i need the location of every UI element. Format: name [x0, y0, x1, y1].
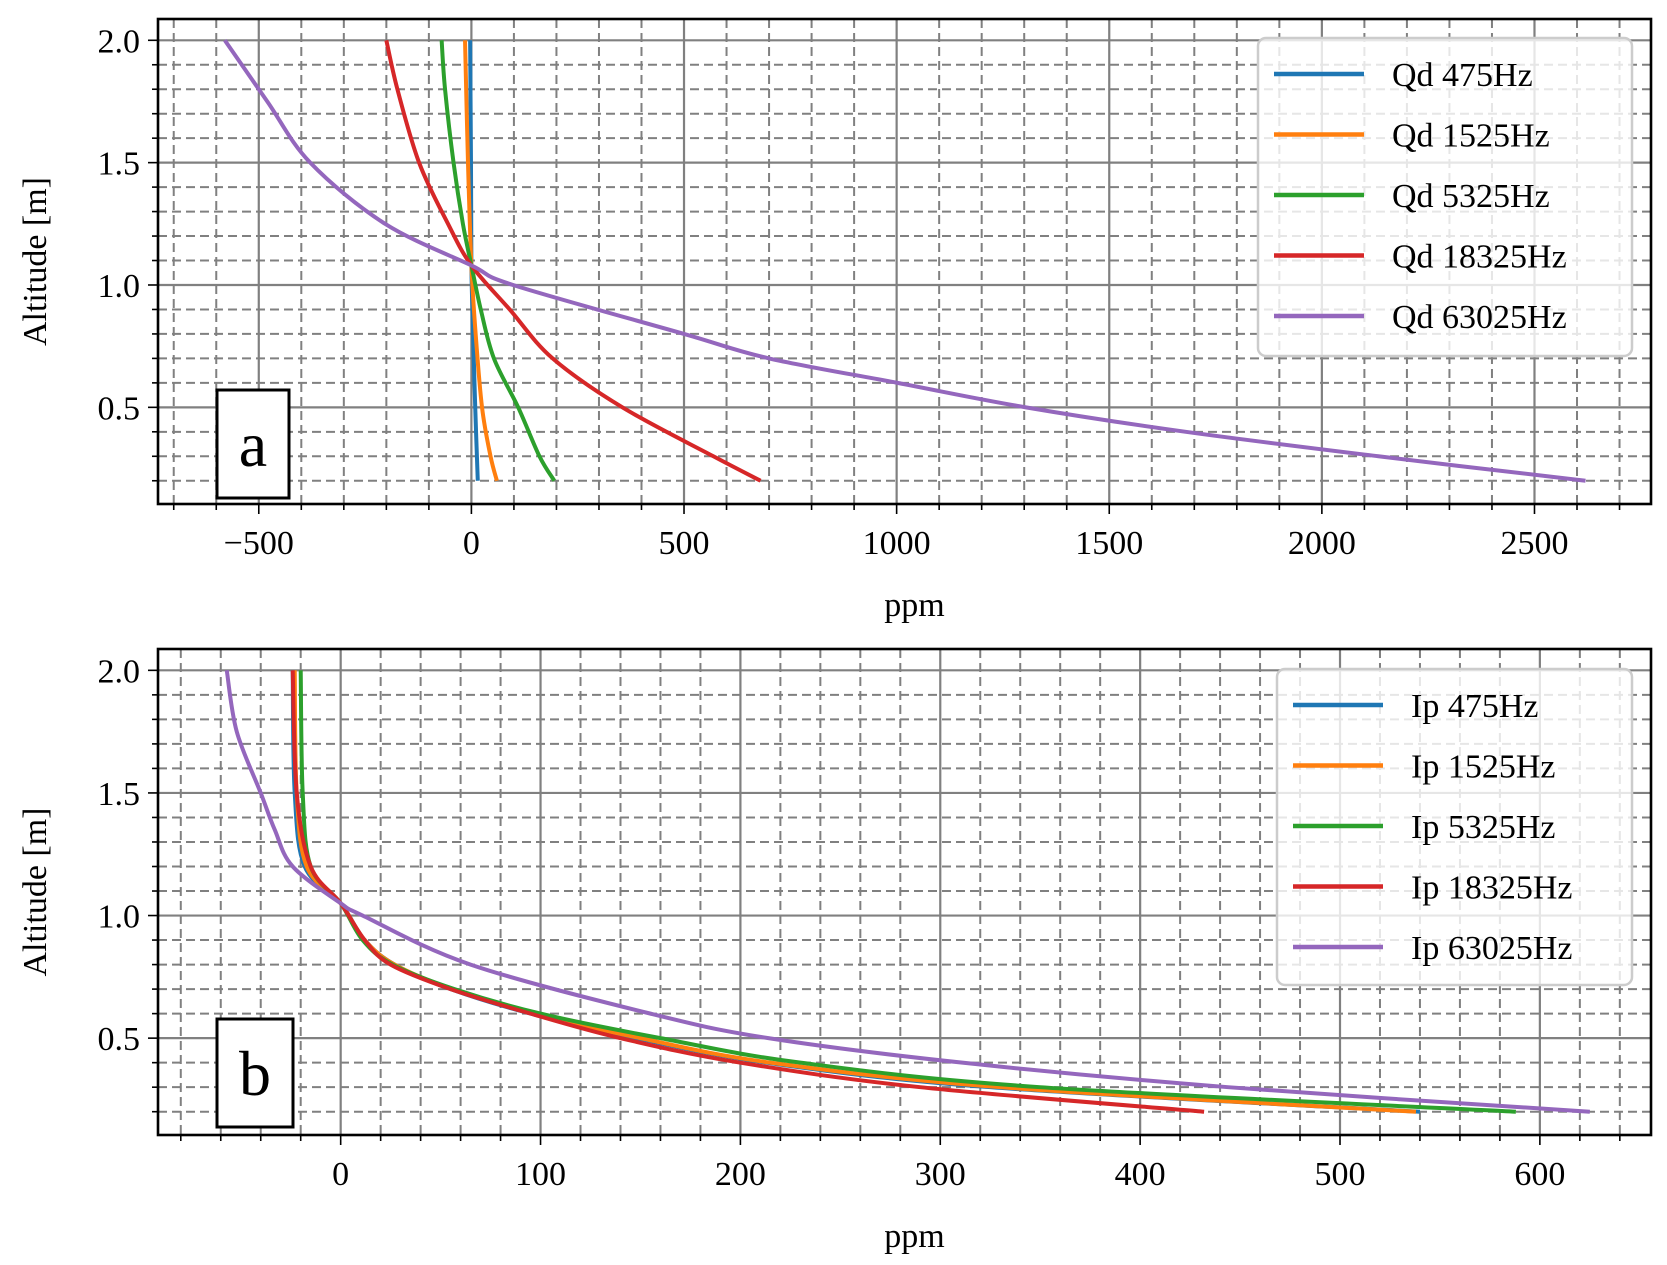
panel-a: −500 0 500 1000 1500 2000 2500 0.5 1.0 1.5 2.0 Qd 4…	[17, 17, 1653, 624]
x-axis-label: ppm	[884, 587, 944, 624]
x-tick-label: 1000	[863, 525, 931, 562]
x-tick-label: 2500	[1500, 525, 1568, 562]
legend-label: Qd 63025Hz	[1392, 299, 1567, 336]
panel-label-box	[215, 388, 291, 500]
x-tick-label: 0	[463, 525, 480, 562]
x-tick-label: 500	[1315, 1156, 1366, 1193]
y-tick-label: 1.0	[98, 268, 141, 305]
y-axis-label: Altitude [m]	[17, 177, 54, 346]
series-line-qd-63025hz	[223, 39, 1586, 483]
x-tick-label: 100	[515, 1156, 566, 1193]
legend-label: Ip 1525Hz	[1411, 749, 1555, 786]
panel-label: a	[239, 409, 267, 480]
series-line-qd-5325hz	[439, 40, 557, 482]
x-axis-label: ppm	[884, 1218, 944, 1255]
series-line-ip-1525hz	[292, 670, 1417, 1114]
axes-frame	[156, 17, 1653, 506]
series-line-ip-63025hz	[224, 670, 1590, 1114]
legend: Qd 475Hz Qd 1525Hz Qd 5325Hz Qd 18325Hz Qd 6…	[1256, 36, 1634, 358]
legend-label: Ip 63025Hz	[1411, 930, 1572, 967]
x-tick-label: 500	[659, 525, 710, 562]
y-tick-label: 2.0	[98, 23, 141, 60]
y-tick-label: 1.0	[98, 899, 141, 936]
x-tick-label: 200	[715, 1156, 766, 1193]
series-line-qd-18325hz	[384, 39, 762, 483]
x-tick-label: 2000	[1288, 525, 1356, 562]
y-tick-label: 0.5	[98, 1021, 141, 1058]
x-tick-label: 0	[332, 1156, 349, 1193]
panel-label: b	[239, 1038, 271, 1109]
y-tick-label: 2.0	[98, 653, 141, 690]
series-line-qd-1525hz	[463, 40, 499, 482]
y-tick-label: 1.5	[98, 146, 141, 183]
y-tick-label: 0.5	[98, 390, 141, 427]
legend-label: Qd 1525Hz	[1392, 118, 1550, 155]
x-tick-label: 1500	[1075, 525, 1143, 562]
legend-label: Ip 5325Hz	[1411, 809, 1555, 846]
x-tick-label: 400	[1115, 1156, 1166, 1193]
legend-label: Qd 5325Hz	[1392, 178, 1550, 215]
axes-frame	[156, 647, 1653, 1137]
y-tick-label: 1.5	[98, 776, 141, 813]
series-line-ip-18325hz	[290, 670, 1205, 1114]
legend-box	[1256, 36, 1634, 358]
legend: Ip 475Hz Ip 1525Hz Ip 5325Hz Ip 18325Hz Ip 6…	[1275, 667, 1634, 987]
y-axis-label: Altitude [m]	[17, 807, 54, 976]
legend-label: Qd 18325Hz	[1392, 239, 1567, 276]
legend-label: Ip 18325Hz	[1411, 870, 1572, 907]
legend-label: Qd 475Hz	[1392, 57, 1533, 94]
x-tick-label: 300	[915, 1156, 966, 1193]
legend-label: Ip 475Hz	[1411, 688, 1538, 725]
x-tick-label: 600	[1514, 1156, 1565, 1193]
legend-box	[1275, 667, 1634, 987]
x-tick-label: −500	[224, 525, 294, 562]
panel-label-box	[215, 1017, 295, 1129]
